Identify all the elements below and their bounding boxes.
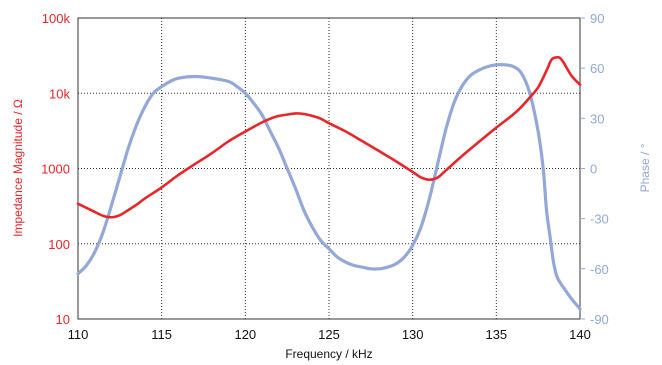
x-tick-label: 130 <box>402 327 424 342</box>
right-y-tick-label: -60 <box>590 262 609 277</box>
right-y-tick-label: -90 <box>590 312 609 327</box>
x-axis-label: Frequency / kHz <box>285 347 372 361</box>
right-y-tick-label: 30 <box>590 111 604 126</box>
left-y-tick-label: 1000 <box>41 162 70 177</box>
left-y-tick-label: 100 <box>48 237 70 252</box>
tick-labels: 110 115 120 125 130 135 140 10 100 1000 10k 100k -90… <box>41 11 609 342</box>
x-tick-label: 120 <box>234 327 256 342</box>
left-y-axis-label: Impedance Magnitude / Ω <box>11 99 25 237</box>
x-tick-label: 125 <box>318 327 340 342</box>
series-layer <box>76 55 582 311</box>
left-y-tick-label: 100k <box>42 11 71 26</box>
right-y-tick-label: 0 <box>590 162 597 177</box>
x-tick-label: 115 <box>151 327 172 342</box>
phase-line <box>76 63 582 311</box>
x-tick-label: 135 <box>485 327 507 342</box>
grid <box>78 18 580 319</box>
right-y-tick-label: -30 <box>590 212 609 227</box>
right-y-tick-label: 60 <box>590 61 604 76</box>
impedance-magnitude-line <box>76 55 582 219</box>
right-y-axis-label: Phase / ° <box>638 143 652 192</box>
x-tick-label: 110 <box>68 327 89 342</box>
left-y-tick-label: 10 <box>56 312 70 327</box>
left-y-tick-label: 10k <box>49 86 70 101</box>
right-y-tick-label: 90 <box>590 11 604 26</box>
x-tick-label: 140 <box>569 327 591 342</box>
